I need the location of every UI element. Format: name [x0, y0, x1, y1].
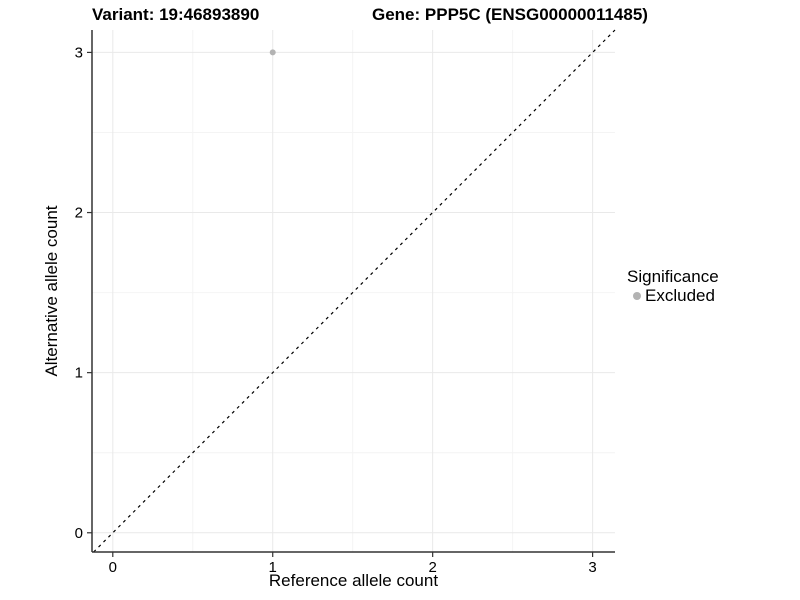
y-tick-label: 1 [75, 365, 83, 382]
data-point [269, 49, 276, 56]
x-tick-label: 3 [588, 559, 596, 576]
y-tick-label: 3 [75, 44, 83, 61]
y-tick-label: 0 [75, 525, 83, 542]
excluded-point-icon [633, 291, 641, 300]
identity-reference-line [93, 29, 616, 553]
legend-entry-label: Excluded [645, 286, 715, 305]
gene-title: Gene: PPP5C (ENSG00000011485) [372, 5, 648, 24]
legend-title: Significance [627, 267, 719, 286]
y-axis-title: Alternative allele count [42, 205, 61, 377]
x-axis-title: Reference allele count [268, 571, 439, 590]
legend: Significance Excluded [627, 267, 719, 305]
legend-entry: Excluded [627, 286, 719, 305]
x-tick-label: 2 [428, 559, 436, 576]
y-tick-label: 2 [75, 205, 83, 222]
x-tick-label: 0 [109, 559, 117, 576]
x-tick-label: 1 [269, 559, 277, 576]
variant-title: Variant: 19:46893890 [92, 5, 260, 24]
